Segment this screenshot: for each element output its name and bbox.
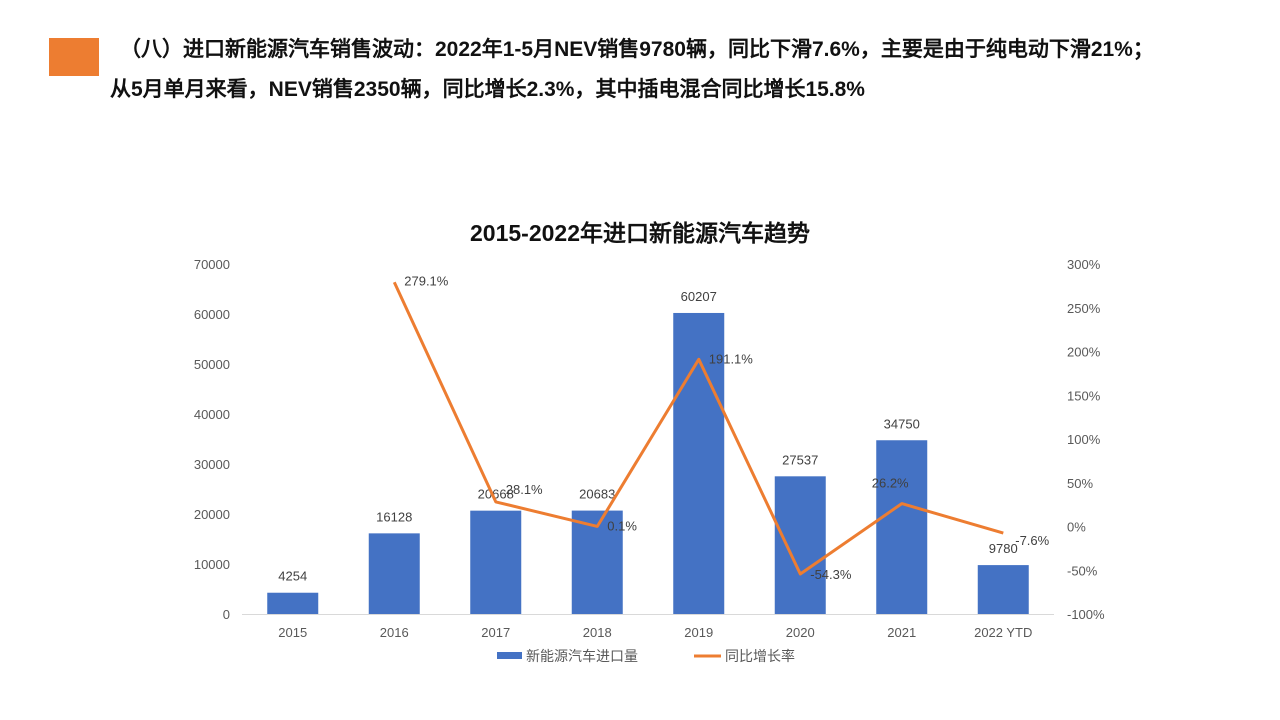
headline-line-1: （八）进口新能源汽车销售波动：2022年1-5月NEV销售9780辆，同比下滑7…: [120, 38, 1154, 61]
bar: [267, 592, 319, 614]
line-data-label: -7.6%: [1015, 533, 1049, 548]
line-data-label: 191.1%: [709, 351, 754, 366]
bar-data-label: 27537: [782, 452, 818, 467]
line-data-label: 279.1%: [404, 273, 449, 288]
bar: [977, 565, 1029, 614]
headline-line-2: 从5月单月来看，NEV销售2350辆，同比增长2.3%，其中插电混合同比增长15…: [110, 78, 865, 101]
bar-data-label: 60207: [681, 289, 717, 304]
legend-label-growth-rate: 同比增长率: [725, 648, 795, 664]
x-tick-label: 2022 YTD: [974, 625, 1032, 640]
y-right-tick-label: 300%: [1067, 257, 1101, 272]
bar: [774, 476, 826, 614]
bar: [368, 533, 420, 614]
y-left-tick-label: 60000: [194, 307, 230, 322]
legend-label-import-volume: 新能源汽车进口量: [526, 648, 638, 664]
bar-data-label: 4254: [278, 569, 307, 584]
bar-data-label: 16128: [376, 509, 412, 524]
y-left-tick-label: 0: [223, 607, 230, 622]
x-tick-label: 2019: [684, 625, 713, 640]
chart-title: 2015-2022年进口新能源汽车趋势: [470, 220, 810, 246]
x-tick-label: 2016: [380, 625, 409, 640]
bar: [876, 440, 928, 614]
x-tick-label: 2018: [583, 625, 612, 640]
x-tick-label: 2017: [481, 625, 510, 640]
y-left-tick-label: 70000: [194, 257, 230, 272]
x-tick-label: 2020: [786, 625, 815, 640]
line-data-label: 28.1%: [506, 482, 543, 497]
line-data-label: -54.3%: [810, 567, 852, 582]
line-data-label: 0.1%: [607, 518, 637, 533]
accent-box: [49, 38, 99, 76]
bar: [673, 312, 725, 614]
bar-data-label: 34750: [884, 416, 920, 431]
y-left-tick-label: 10000: [194, 557, 230, 572]
legend-bar-swatch: [497, 652, 522, 659]
y-right-tick-label: 250%: [1067, 301, 1101, 316]
headline: （八）进口新能源汽车销售波动：2022年1-5月NEV销售9780辆，同比下滑7…: [110, 30, 1270, 110]
growth-rate-line: [392, 281, 1004, 576]
x-tick-label: 2021: [887, 625, 916, 640]
y-right-tick-label: 50%: [1067, 476, 1093, 491]
bar-data-label: 9780: [989, 541, 1018, 556]
y-right-tick-label: 0%: [1067, 520, 1086, 535]
y-left-tick-label: 20000: [194, 507, 230, 522]
y-right-tick-label: -50%: [1067, 563, 1098, 578]
y-right-tick-label: 200%: [1067, 345, 1101, 360]
bar-data-label: 20683: [579, 487, 615, 502]
line-data-label: 26.2%: [872, 476, 909, 491]
y-left-tick-label: 50000: [194, 357, 230, 372]
x-tick-label: 2015: [278, 625, 307, 640]
y-left-tick-label: 30000: [194, 457, 230, 472]
y-left-tick-label: 40000: [194, 407, 230, 422]
bar: [470, 510, 522, 614]
y-right-tick-label: 150%: [1067, 388, 1101, 403]
y-right-tick-label: -100%: [1067, 607, 1105, 622]
bar-data-label: 20668: [478, 487, 514, 502]
y-right-tick-label: 100%: [1067, 432, 1101, 447]
